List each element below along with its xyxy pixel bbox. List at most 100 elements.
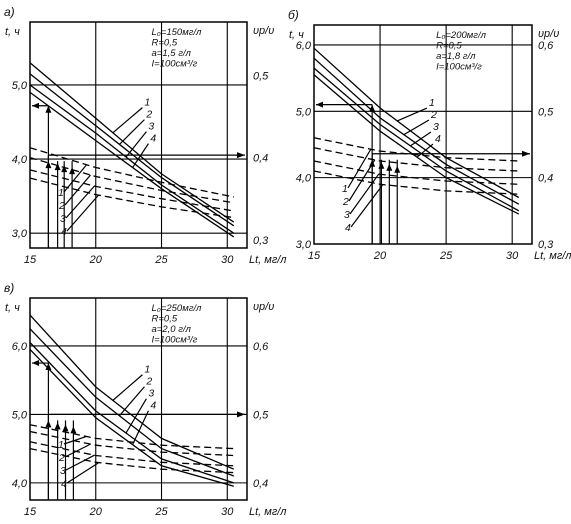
y2-tick-label: 0,6 xyxy=(253,341,269,353)
x-tick-label: 25 xyxy=(154,506,168,518)
y2-tick-label: 0,4 xyxy=(253,478,268,490)
curve-label-leader xyxy=(118,386,145,417)
y2-tick-label: 0,4 xyxy=(253,153,268,165)
curve-label-leader xyxy=(65,185,95,219)
y2-tick-label: 0,3 xyxy=(253,235,269,247)
arrow-head xyxy=(394,165,401,173)
arrow-head xyxy=(237,152,245,159)
time-series-line xyxy=(313,57,520,205)
time-series-line xyxy=(313,47,520,199)
curve-label-leader xyxy=(410,131,432,147)
arrow-head xyxy=(369,104,376,112)
panel-label: в) xyxy=(4,281,14,295)
ratio-curve-label: 2 xyxy=(58,200,65,212)
ratio-curve-label: 1 xyxy=(342,183,348,195)
arrow-head xyxy=(54,422,61,430)
y-axis-label: t, ч xyxy=(5,302,20,314)
y2-tick-label: 0,5 xyxy=(253,70,269,82)
y-tick-label: 6,0 xyxy=(296,40,312,52)
chart-panel xyxy=(29,21,248,249)
curve-label-leader xyxy=(403,119,430,136)
plot-frame xyxy=(29,21,248,249)
plot-frame xyxy=(29,297,248,501)
x-tick-label: 25 xyxy=(439,250,453,262)
curve-label-leader xyxy=(132,410,149,445)
time-curve-label: 3 xyxy=(148,121,154,133)
time-curve-label: 4 xyxy=(150,133,156,145)
arrow-head xyxy=(69,167,76,175)
arrow-head xyxy=(45,161,52,169)
ratio-curve-label: 4 xyxy=(61,478,67,490)
ratio-curve-label: 1 xyxy=(58,439,64,451)
time-curve-label: 3 xyxy=(433,121,439,133)
curve-label-leader xyxy=(349,173,380,215)
y-axis-label: t, ч xyxy=(5,26,20,38)
chart-panel xyxy=(29,297,248,501)
x-axis-label: Lt, мг/л xyxy=(534,250,571,262)
ratio-series-line xyxy=(313,160,519,185)
y-tick-label: 4,0 xyxy=(12,478,28,490)
ratio-series-line xyxy=(29,447,234,474)
ratio-curve-label: 3 xyxy=(60,465,66,477)
time-series-line xyxy=(29,62,235,223)
y-tick-label: 5,0 xyxy=(12,409,28,421)
parameter-text: L₀=250мг/л xyxy=(152,303,203,314)
arrow-head xyxy=(61,165,68,173)
arrow-head xyxy=(316,101,323,108)
curve-label-leader xyxy=(112,374,143,401)
parameter-text: I=100см³/г xyxy=(152,59,198,70)
x-tick-label: 20 xyxy=(89,254,103,266)
y-tick-label: 6,0 xyxy=(12,341,28,353)
curve-label-leader xyxy=(64,174,91,206)
panel-label: б) xyxy=(288,8,299,22)
curve-label-leader xyxy=(416,143,434,158)
arrow-head xyxy=(522,150,530,157)
y2-axis-label: υр/υ xyxy=(253,25,274,37)
parameter-text: a=2,0 г/л xyxy=(152,324,192,335)
curve-label-leader xyxy=(347,148,372,189)
parameter-text: R=0,5 xyxy=(152,38,178,49)
y-axis-label: t, ч xyxy=(289,29,304,41)
arrow-head xyxy=(45,420,52,428)
ratio-series-line xyxy=(29,156,234,204)
curve-label-leader xyxy=(112,107,143,134)
x-tick-label: 30 xyxy=(221,506,234,518)
x-tick-label: 25 xyxy=(154,254,168,266)
ratio-curve-label: 2 xyxy=(58,452,65,464)
y-tick-label: 5,0 xyxy=(296,106,312,118)
ratio-curve-label: 2 xyxy=(342,196,349,208)
x-axis-label: Lt, мг/л xyxy=(249,506,287,518)
ratio-series-line xyxy=(29,424,234,450)
arrow-head xyxy=(32,360,39,367)
parameter-text: a=1,8 г/л xyxy=(436,51,476,62)
time-series-line xyxy=(29,73,235,227)
ratio-curve-label: 4 xyxy=(61,226,67,238)
y2-axis-label: υр/υ xyxy=(538,28,559,40)
ratio-series-line xyxy=(29,430,234,457)
parameter-text: I=100см³/г xyxy=(152,335,198,346)
curve-label-leader xyxy=(66,462,99,484)
ratio-curve-label: 1 xyxy=(58,187,64,199)
arrow-head xyxy=(237,411,245,418)
time-curve-label: 2 xyxy=(145,109,152,121)
chart-panel xyxy=(313,24,533,245)
curve-label-leader xyxy=(348,159,376,202)
x-axis-label: Lt, мг/л xyxy=(249,254,287,266)
parameter-text: R=0,5 xyxy=(436,41,462,52)
arrow-head xyxy=(32,102,39,109)
arrow-head xyxy=(369,159,376,167)
curve-label-leader xyxy=(119,119,145,145)
x-tick-label: 20 xyxy=(89,506,103,518)
time-series-line xyxy=(29,328,235,477)
curve-label-leader xyxy=(63,164,88,193)
ratio-series-line xyxy=(29,147,234,198)
y2-tick-label: 0,3 xyxy=(538,239,554,251)
curve-label-leader xyxy=(64,443,91,458)
arrow-head xyxy=(62,424,69,432)
curve-label-leader xyxy=(65,454,95,471)
y2-tick-label: 0,4 xyxy=(538,173,553,185)
ratio-series-line xyxy=(313,170,519,195)
panel-label: а) xyxy=(4,5,15,19)
parameter-text: R=0,5 xyxy=(152,314,178,325)
